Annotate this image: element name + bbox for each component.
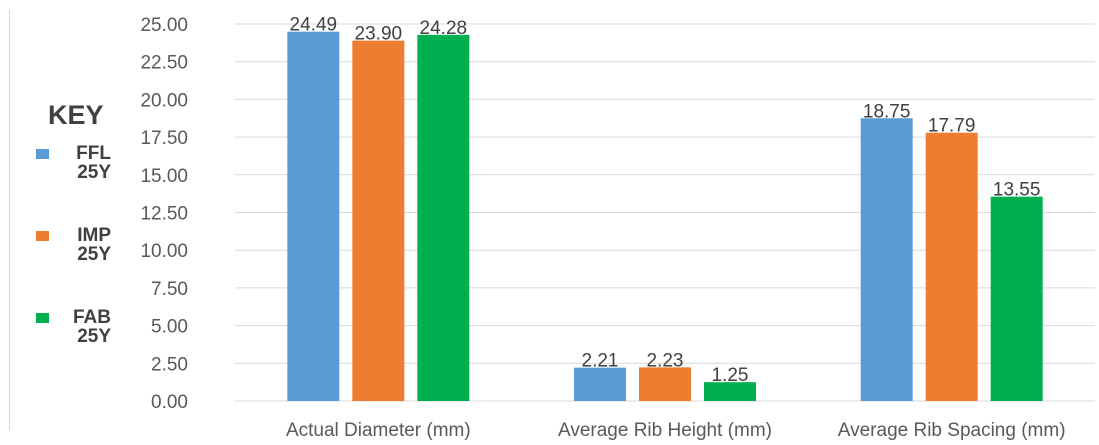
data-label: 23.90 bbox=[355, 24, 403, 45]
bar bbox=[287, 31, 340, 402]
bar bbox=[860, 118, 913, 401]
y-tick-label: 2.50 bbox=[151, 354, 188, 375]
bar bbox=[574, 367, 626, 401]
y-tick-label: 22.50 bbox=[140, 53, 188, 74]
legend-title: KEY bbox=[48, 100, 104, 130]
y-tick-label: 7.50 bbox=[151, 279, 188, 300]
data-label: 24.49 bbox=[290, 15, 338, 36]
data-label: 1.25 bbox=[712, 365, 749, 386]
y-tick-label: 5.00 bbox=[151, 317, 188, 338]
x-category-label: Average Rib Spacing (mm) bbox=[838, 420, 1066, 441]
data-label: 17.79 bbox=[928, 116, 976, 137]
left-border-line bbox=[9, 10, 10, 430]
x-category-label: Actual Diameter (mm) bbox=[286, 420, 471, 441]
y-tick-label: 15.00 bbox=[140, 166, 188, 187]
bar bbox=[925, 132, 978, 401]
bar bbox=[990, 196, 1043, 401]
legend-swatch-imp bbox=[36, 231, 49, 241]
y-tick-label: 25.00 bbox=[140, 15, 188, 36]
y-tick-label: 20.00 bbox=[140, 90, 188, 111]
legend-label-ffl: FFL 25Y bbox=[76, 143, 111, 183]
legend-swatch-fab bbox=[36, 313, 49, 323]
y-tick-label: 12.50 bbox=[140, 204, 188, 225]
x-category-label: Average Rib Height (mm) bbox=[558, 420, 772, 441]
bar bbox=[639, 367, 691, 401]
legend-label-fab: FAB 25Y bbox=[73, 307, 111, 347]
y-tick-label: 17.50 bbox=[140, 128, 188, 149]
legend-swatch-ffl bbox=[36, 149, 49, 159]
legend-label-imp: IMP 25Y bbox=[77, 225, 111, 265]
y-tick-label: 0.00 bbox=[151, 392, 188, 413]
y-tick-label: 10.00 bbox=[140, 241, 188, 262]
bar bbox=[417, 34, 470, 401]
data-label: 2.21 bbox=[582, 351, 619, 372]
data-label: 2.23 bbox=[647, 350, 684, 371]
data-label: 18.75 bbox=[863, 101, 911, 122]
bar bbox=[704, 382, 756, 401]
bar bbox=[352, 40, 405, 401]
data-label: 24.28 bbox=[420, 18, 468, 39]
data-label: 13.55 bbox=[993, 180, 1041, 201]
